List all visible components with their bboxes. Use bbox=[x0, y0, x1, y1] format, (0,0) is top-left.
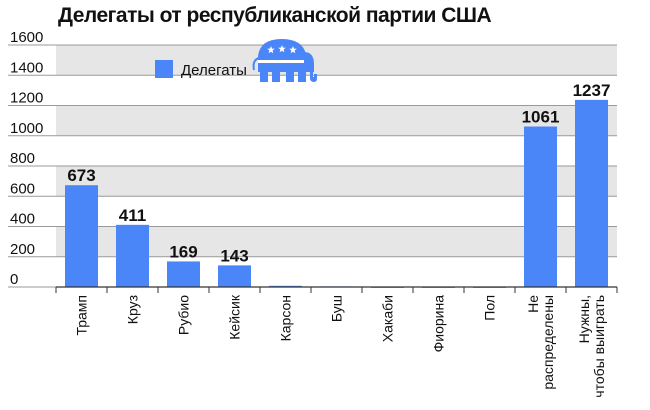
y-tick-label: 1200 bbox=[10, 90, 43, 107]
x-axis bbox=[55, 286, 618, 293]
bar bbox=[269, 285, 302, 287]
grid-band bbox=[56, 45, 617, 76]
bar bbox=[167, 261, 200, 287]
x-tick-label: Фиорина bbox=[431, 295, 447, 353]
x-tick-label-line: Карсон bbox=[278, 295, 294, 341]
legend: Делегаты bbox=[155, 39, 317, 82]
bar bbox=[65, 185, 98, 287]
x-tick-label-line: Фиорина bbox=[431, 295, 447, 353]
y-axis-ticks: 0 200 400 600 800 1000 1200 1400 1600 bbox=[10, 29, 43, 288]
grid-bands bbox=[56, 45, 617, 257]
grid-band bbox=[56, 166, 617, 197]
x-tick-label: Буш bbox=[329, 295, 345, 322]
x-tick-label: Рубио bbox=[176, 295, 192, 335]
x-tick-label-line: распределены bbox=[540, 295, 556, 390]
x-tick-label-line: Круз bbox=[125, 295, 141, 324]
x-tick-label: Пол bbox=[482, 295, 498, 321]
x-tick-label-line: Хакаби bbox=[380, 295, 396, 342]
legend-label: Делегаты bbox=[181, 62, 247, 79]
data-label: 411 bbox=[119, 206, 146, 225]
y-tick-label: 600 bbox=[10, 180, 35, 197]
x-tick-label-line: Трамп bbox=[74, 295, 90, 336]
x-tick-label-line: Буш bbox=[329, 295, 345, 322]
bar bbox=[575, 99, 608, 287]
x-tick-label-line: Рубио bbox=[176, 295, 192, 335]
bar bbox=[116, 224, 149, 287]
grid-band bbox=[56, 105, 617, 136]
x-tick-label-line: Не bbox=[525, 295, 541, 313]
y-tick-label: 800 bbox=[10, 150, 35, 167]
x-axis-labels: Трамп Круз Рубио Кейсик Карсон Буш Хакаби Фиори… bbox=[74, 294, 608, 398]
chart-title: Делегаты от республиканской партии США bbox=[58, 4, 492, 27]
data-label: 673 bbox=[67, 166, 95, 185]
y-tick-label: 1400 bbox=[10, 59, 43, 76]
x-tick-label: Карсон bbox=[278, 295, 294, 341]
bar bbox=[524, 126, 557, 288]
x-tick-label: Не распределены bbox=[525, 295, 556, 390]
grid-band bbox=[56, 226, 617, 257]
data-label: 169 bbox=[169, 242, 197, 261]
y-tick-label: 400 bbox=[10, 211, 35, 228]
y-tick-label: 1000 bbox=[10, 120, 43, 137]
x-tick-label-line: Нужны, bbox=[576, 295, 592, 343]
x-tick-label: Кейсик bbox=[227, 294, 243, 340]
x-tick-label: Круз bbox=[125, 295, 141, 324]
x-tick-label: Нужны, чтобы выиграть bbox=[576, 295, 607, 398]
x-tick-label-line: Пол bbox=[482, 295, 498, 321]
data-label: 1061 bbox=[522, 108, 560, 127]
y-tick-label: 200 bbox=[10, 241, 35, 258]
x-tick-label: Трамп bbox=[74, 295, 90, 336]
x-tick-label-line: чтобы выиграть bbox=[591, 295, 607, 398]
y-tick-label: 0 bbox=[10, 271, 18, 288]
y-tick-label: 1600 bbox=[10, 29, 43, 46]
x-tick-label: Хакаби bbox=[380, 295, 396, 342]
bar bbox=[218, 265, 251, 287]
data-labels: 673 411 169 143 1061 1237 bbox=[67, 81, 610, 265]
legend-swatch bbox=[155, 60, 173, 78]
x-tick-label-line: Кейсик bbox=[227, 294, 243, 340]
bars bbox=[65, 99, 608, 288]
data-label: 1237 bbox=[573, 81, 611, 100]
republican-elephant-icon bbox=[252, 39, 317, 82]
data-label: 143 bbox=[220, 246, 248, 265]
